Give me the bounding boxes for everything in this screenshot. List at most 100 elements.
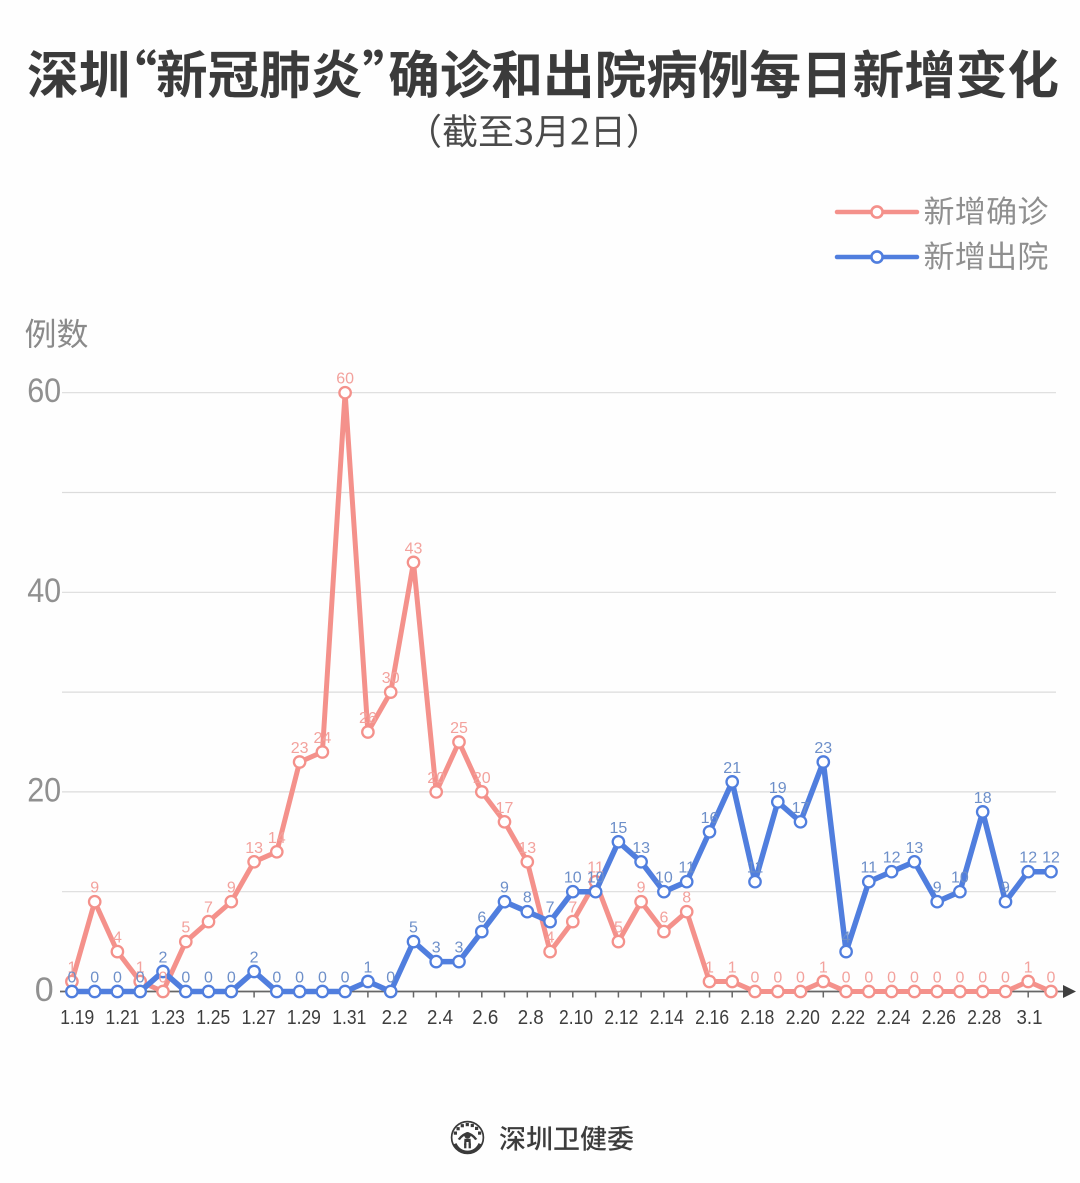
svg-text:20: 20 [427, 770, 445, 787]
svg-text:12: 12 [1019, 850, 1037, 867]
svg-text:10: 10 [655, 870, 673, 887]
svg-text:17: 17 [496, 800, 514, 817]
svg-text:3.1: 3.1 [1017, 1007, 1043, 1029]
svg-text:2.20: 2.20 [786, 1007, 820, 1029]
svg-text:2.22: 2.22 [831, 1007, 865, 1029]
svg-text:2.2: 2.2 [382, 1007, 408, 1029]
svg-text:0: 0 [136, 970, 145, 987]
svg-text:6: 6 [477, 910, 486, 927]
svg-text:8: 8 [523, 890, 532, 907]
svg-text:13: 13 [518, 840, 536, 857]
svg-text:0: 0 [113, 970, 122, 987]
svg-text:0: 0 [773, 970, 782, 987]
svg-text:18: 18 [974, 790, 992, 807]
svg-text:1: 1 [1024, 960, 1033, 977]
svg-text:4: 4 [546, 930, 555, 947]
svg-text:23: 23 [814, 740, 832, 757]
svg-text:2.8: 2.8 [518, 1007, 544, 1029]
svg-text:2.26: 2.26 [922, 1007, 956, 1029]
svg-text:7: 7 [546, 900, 555, 917]
svg-text:10: 10 [564, 870, 582, 887]
svg-text:8: 8 [682, 890, 691, 907]
svg-text:9: 9 [90, 880, 99, 897]
svg-text:0: 0 [1047, 970, 1056, 987]
svg-text:10: 10 [587, 870, 605, 887]
svg-text:2.12: 2.12 [604, 1007, 638, 1029]
svg-text:5: 5 [409, 920, 418, 937]
svg-text:9: 9 [637, 880, 646, 897]
svg-text:9: 9 [227, 880, 236, 897]
svg-text:1.19: 1.19 [60, 1007, 94, 1029]
svg-text:12: 12 [1042, 850, 1060, 867]
svg-text:0: 0 [35, 971, 54, 1009]
svg-text:0: 0 [978, 970, 987, 987]
svg-text:30: 30 [382, 670, 400, 687]
svg-text:1: 1 [819, 960, 828, 977]
svg-text:60: 60 [27, 372, 61, 410]
svg-text:0: 0 [181, 970, 190, 987]
svg-text:21: 21 [723, 760, 741, 777]
svg-text:1: 1 [67, 960, 76, 977]
svg-text:0: 0 [751, 970, 760, 987]
svg-text:9: 9 [1001, 880, 1010, 897]
svg-text:0: 0 [159, 970, 168, 987]
svg-text:0: 0 [864, 970, 873, 987]
svg-text:11: 11 [678, 860, 695, 877]
svg-text:12: 12 [883, 850, 901, 867]
svg-text:2.6: 2.6 [472, 1007, 498, 1029]
svg-text:40: 40 [27, 572, 61, 610]
svg-text:10: 10 [951, 870, 969, 887]
svg-text:0: 0 [295, 970, 304, 987]
svg-text:13: 13 [245, 840, 263, 857]
svg-text:1: 1 [705, 960, 714, 977]
svg-text:0: 0 [1001, 970, 1010, 987]
svg-text:1: 1 [136, 960, 145, 977]
svg-text:7: 7 [568, 900, 577, 917]
svg-text:11: 11 [587, 860, 604, 877]
svg-text:2: 2 [159, 950, 168, 967]
svg-text:0: 0 [227, 970, 236, 987]
svg-text:13: 13 [632, 840, 650, 857]
svg-text:3: 3 [432, 940, 441, 957]
svg-text:0: 0 [318, 970, 327, 987]
svg-text:26: 26 [359, 710, 377, 727]
svg-text:16: 16 [701, 810, 719, 827]
svg-text:5: 5 [181, 920, 190, 937]
svg-text:0: 0 [67, 970, 76, 987]
svg-text:43: 43 [405, 540, 423, 557]
svg-text:0: 0 [90, 970, 99, 987]
svg-text:14: 14 [268, 830, 286, 847]
svg-text:1.25: 1.25 [196, 1007, 230, 1029]
svg-text:2.14: 2.14 [650, 1007, 684, 1029]
svg-text:4: 4 [842, 930, 851, 947]
svg-text:11: 11 [860, 860, 877, 877]
svg-text:2.18: 2.18 [740, 1007, 774, 1029]
svg-text:0: 0 [887, 970, 896, 987]
svg-text:5: 5 [614, 920, 623, 937]
svg-text:2.4: 2.4 [427, 1007, 453, 1029]
svg-text:9: 9 [500, 880, 509, 897]
svg-text:0: 0 [933, 970, 942, 987]
svg-text:7: 7 [204, 900, 213, 917]
svg-text:17: 17 [792, 800, 810, 817]
svg-text:4: 4 [113, 930, 122, 947]
svg-text:25: 25 [450, 720, 468, 737]
svg-text:0: 0 [341, 970, 350, 987]
svg-text:6: 6 [659, 910, 668, 927]
svg-text:24: 24 [314, 730, 332, 747]
svg-text:0: 0 [910, 970, 919, 987]
svg-text:0: 0 [796, 970, 805, 987]
svg-text:3: 3 [455, 940, 464, 957]
svg-text:0: 0 [386, 970, 395, 987]
svg-text:20: 20 [473, 770, 491, 787]
svg-text:1.23: 1.23 [151, 1007, 185, 1029]
svg-text:1.29: 1.29 [287, 1007, 321, 1029]
svg-text:1.31: 1.31 [332, 1007, 366, 1029]
svg-text:19: 19 [769, 780, 787, 797]
svg-text:13: 13 [906, 840, 924, 857]
svg-text:2.10: 2.10 [559, 1007, 593, 1029]
svg-text:1.27: 1.27 [242, 1007, 276, 1029]
svg-text:15: 15 [610, 820, 628, 837]
svg-text:2.28: 2.28 [967, 1007, 1001, 1029]
svg-text:2.16: 2.16 [695, 1007, 729, 1029]
